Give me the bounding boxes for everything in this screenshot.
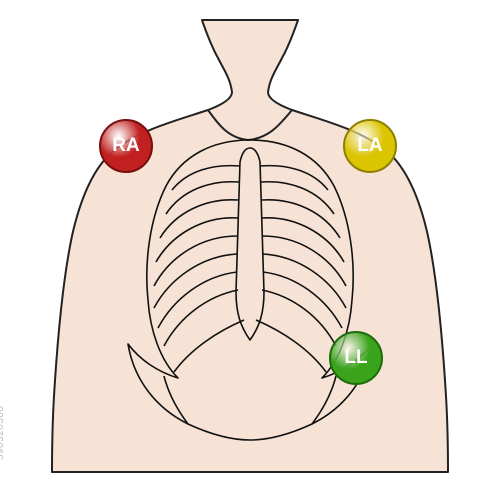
electrode-la: LA <box>343 119 397 173</box>
electrode-ra: RA <box>99 119 153 173</box>
electrode-la-label: LA <box>357 135 382 157</box>
torso-outline <box>52 20 448 472</box>
electrode-ra-label: RA <box>112 135 139 157</box>
torso-diagram <box>0 0 500 500</box>
image-id-watermark: 590320300 <box>0 405 6 460</box>
electrode-ll: LL <box>329 331 383 385</box>
electrode-ll-label: LL <box>344 347 367 369</box>
